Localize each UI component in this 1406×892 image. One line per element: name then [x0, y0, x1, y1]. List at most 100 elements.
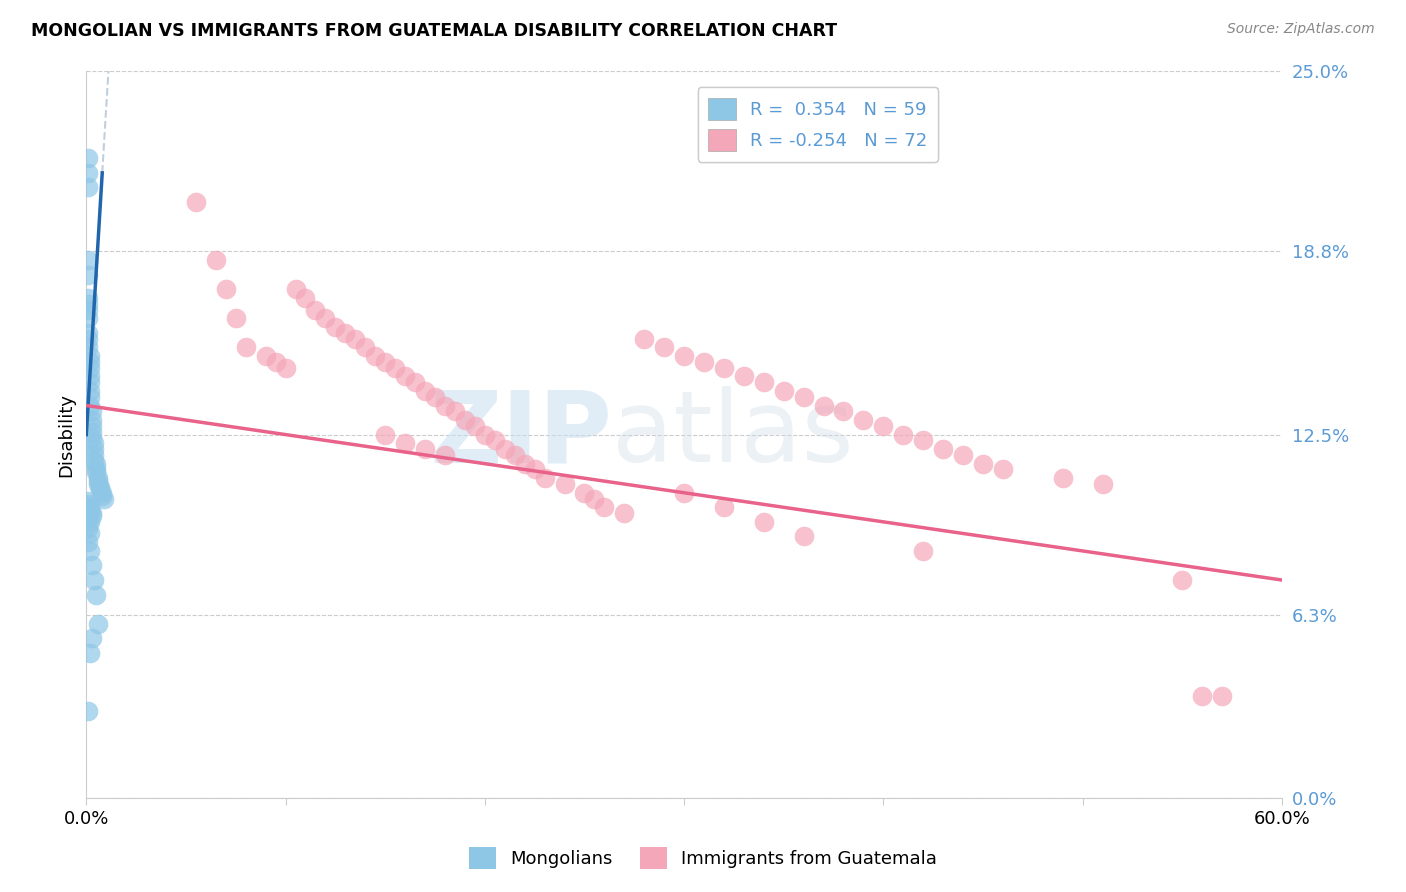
Point — [433, 448, 456, 462]
Point — [82, 430, 104, 444]
Point — [77, 253, 100, 268]
Point — [384, 360, 406, 375]
Point — [752, 376, 775, 390]
Y-axis label: Disability: Disability — [58, 392, 75, 476]
Point — [77, 166, 100, 180]
Point — [793, 529, 815, 543]
Point — [82, 404, 104, 418]
Point — [852, 413, 875, 427]
Point — [79, 399, 101, 413]
Point — [444, 404, 467, 418]
Point — [354, 340, 377, 354]
Point — [79, 355, 101, 369]
Point — [87, 474, 110, 488]
Point — [673, 349, 696, 363]
Text: atlas: atlas — [613, 386, 853, 483]
Point — [613, 506, 636, 520]
Point — [1171, 573, 1194, 587]
Point — [82, 558, 104, 573]
Point — [413, 384, 436, 398]
Point — [583, 491, 606, 506]
Point — [77, 311, 100, 326]
Point — [79, 376, 101, 390]
Point — [891, 427, 914, 442]
Point — [752, 515, 775, 529]
Point — [79, 369, 101, 384]
Point — [83, 573, 105, 587]
Point — [832, 404, 855, 418]
Point — [374, 427, 396, 442]
Point — [83, 442, 105, 457]
Point — [364, 349, 387, 363]
Point — [633, 332, 655, 346]
Point — [503, 448, 526, 462]
Point — [84, 466, 107, 480]
Point — [204, 253, 226, 268]
Point — [77, 296, 100, 310]
Point — [77, 494, 100, 508]
Point — [87, 616, 110, 631]
Point — [79, 384, 101, 398]
Point — [79, 526, 101, 541]
Point — [83, 448, 105, 462]
Point — [82, 425, 104, 439]
Point — [652, 340, 675, 354]
Point — [772, 384, 794, 398]
Point — [693, 355, 716, 369]
Point — [82, 631, 104, 645]
Point — [284, 282, 307, 296]
Point — [77, 521, 100, 535]
Point — [533, 471, 555, 485]
Point — [79, 503, 101, 517]
Point — [77, 535, 100, 549]
Point — [83, 454, 105, 468]
Point — [77, 340, 100, 354]
Point — [254, 349, 277, 363]
Point — [79, 500, 101, 515]
Point — [1191, 690, 1213, 704]
Point — [484, 434, 506, 448]
Text: ZIP: ZIP — [429, 386, 613, 483]
Point — [433, 399, 456, 413]
Point — [574, 485, 596, 500]
Point — [464, 418, 486, 433]
Point — [215, 282, 238, 296]
Point — [523, 462, 546, 476]
Point — [79, 544, 101, 558]
Point — [87, 477, 110, 491]
Point — [77, 512, 100, 526]
Point — [91, 485, 114, 500]
Point — [77, 302, 100, 317]
Point — [325, 320, 347, 334]
Point — [84, 457, 107, 471]
Point — [79, 646, 101, 660]
Point — [274, 360, 297, 375]
Point — [673, 485, 696, 500]
Point — [89, 483, 111, 497]
Point — [225, 311, 247, 326]
Point — [87, 471, 110, 485]
Point — [77, 704, 100, 718]
Point — [713, 500, 735, 515]
Point — [513, 457, 536, 471]
Point — [304, 302, 326, 317]
Point — [374, 355, 396, 369]
Point — [294, 291, 316, 305]
Point — [314, 311, 336, 326]
Legend: Mongolians, Immigrants from Guatemala: Mongolians, Immigrants from Guatemala — [461, 839, 945, 876]
Point — [93, 491, 115, 506]
Point — [77, 291, 100, 305]
Point — [344, 332, 367, 346]
Point — [84, 588, 107, 602]
Point — [84, 462, 107, 476]
Point — [423, 390, 446, 404]
Point — [82, 506, 104, 520]
Point — [79, 515, 101, 529]
Point — [77, 332, 100, 346]
Point — [235, 340, 257, 354]
Point — [494, 442, 516, 457]
Point — [79, 390, 101, 404]
Point — [733, 369, 755, 384]
Point — [1091, 477, 1114, 491]
Point — [872, 418, 894, 433]
